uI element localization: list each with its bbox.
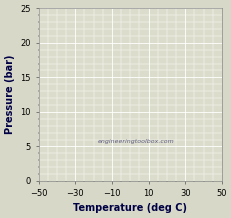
Y-axis label: Pressure (bar): Pressure (bar) xyxy=(5,55,15,135)
Text: engineeringtoolbox.com: engineeringtoolbox.com xyxy=(97,139,173,144)
X-axis label: Temperature (deg C): Temperature (deg C) xyxy=(73,203,186,213)
